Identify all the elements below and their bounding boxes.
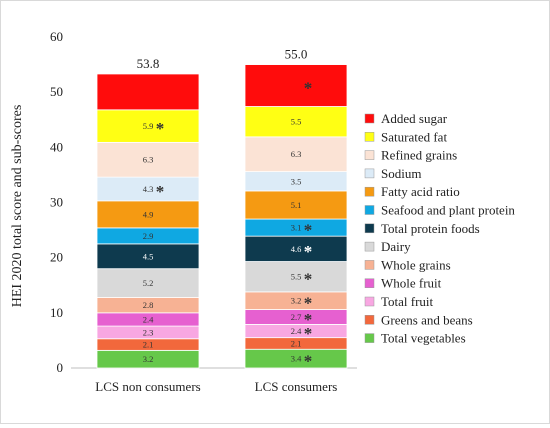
significance-star: *: [304, 270, 313, 289]
data-label: 5.9: [143, 121, 154, 131]
legend-label-refined-grains: Refined grains: [381, 148, 457, 163]
bar-total-label: 55.0: [285, 47, 308, 62]
legend-swatch-whole-grains: [364, 260, 375, 270]
y-tick-label: 60: [50, 29, 63, 44]
data-label: 2.1: [143, 340, 154, 350]
bar-segment-refined-grains: [96, 141, 200, 178]
legend-label-whole-grains: Whole grains: [381, 257, 451, 272]
y-axis-label: HEI 2020 total score and sub-scores: [10, 105, 25, 308]
bar-segment-total-protein-foods: [244, 235, 348, 262]
legend-swatch-total-vegetables: [364, 333, 375, 343]
significance-star: *: [304, 352, 313, 371]
data-label: 6.3: [143, 155, 154, 165]
legend-label-seafood-and-plant-protein: Seafood and plant protein: [381, 203, 515, 218]
y-tick-label: 20: [50, 250, 63, 265]
legend-label-fatty-acid-ratio: Fatty acid ratio: [381, 184, 460, 199]
bar-segment-refined-grains: [244, 136, 348, 173]
data-label: 2.9: [143, 231, 154, 241]
bar-total-label: 53.8: [137, 56, 160, 71]
significance-star: *: [156, 119, 165, 138]
legend-label-total-protein-foods: Total protein foods: [381, 221, 480, 236]
significance-star: *: [304, 242, 313, 261]
legend-swatch-added-sugar: [364, 113, 375, 124]
data-label: 2.7: [291, 312, 302, 322]
bar-segment-saturated-fat: [96, 109, 200, 143]
legend-label-total-fruit: Total fruit: [381, 294, 434, 309]
y-tick-label: 10: [50, 305, 63, 320]
bar-segment-added-sugar: [244, 64, 348, 107]
data-label: 3.4: [291, 354, 302, 364]
x-category-label: LCS consumers: [255, 379, 338, 394]
legend-swatch-saturated-fat: [364, 132, 375, 142]
bar-segment-fatty-acid-ratio: [244, 190, 348, 220]
data-label: 2.1: [291, 338, 302, 348]
bar-layer: [96, 64, 348, 369]
data-label: 5.5: [291, 117, 302, 127]
data-label: 2.4: [291, 326, 302, 336]
label-layer: 3.22.12.32.42.85.24.52.94.94.3 *6.35.9 *53…: [137, 47, 313, 371]
data-label: 3.1: [291, 223, 302, 233]
y-tick-label: 50: [50, 84, 63, 99]
legend-swatch-total-fruit: [364, 296, 375, 307]
data-label: 4.9: [143, 209, 154, 219]
data-label: 4.6: [291, 244, 302, 254]
data-label: 2.3: [143, 327, 154, 337]
bar-segment-fatty-acid-ratio: [96, 200, 200, 229]
x-category-label: LCS non consumers: [95, 379, 200, 394]
data-label: 3.5: [291, 176, 302, 186]
legend-swatch-whole-fruit: [364, 278, 375, 288]
legend: Added sugar Saturated fat Refined grains So…: [364, 111, 515, 346]
legend-label-sodium: Sodium: [381, 166, 421, 181]
legend-label-whole-fruit: Whole fruit: [381, 276, 442, 291]
significance-star: *: [304, 221, 313, 240]
significance-star: *: [304, 310, 313, 329]
legend-swatch-sodium: [364, 168, 375, 179]
legend-swatch-greens-and-beans: [364, 315, 375, 325]
legend-swatch-dairy: [364, 241, 375, 252]
significance-star: *: [156, 182, 165, 201]
legend-label-added-sugar: Added sugar: [381, 111, 448, 126]
data-label: 5.1: [291, 200, 302, 210]
y-tick-label: 0: [57, 360, 64, 375]
legend-swatch-fatty-acid-ratio: [364, 186, 375, 197]
bar-segment-added-sugar: [96, 73, 200, 111]
data-label: 6.3: [291, 149, 302, 159]
data-label: 3.2: [143, 354, 154, 364]
legend-label-total-vegetables: Total vegetables: [381, 331, 466, 346]
y-tick-label: 40: [50, 139, 63, 154]
data-label: 4.5: [143, 251, 154, 261]
legend-swatch-seafood-and-plant-protein: [364, 205, 375, 215]
significance-star: *: [304, 294, 313, 313]
data-label: 2.8: [143, 300, 154, 310]
y-tick-label: 30: [50, 195, 63, 210]
data-label: 5.5: [291, 272, 302, 282]
legend-label-dairy: Dairy: [381, 239, 411, 254]
legend-label-greens-and-beans: Greens and beans: [381, 312, 473, 327]
legend-swatch-total-protein-foods: [364, 223, 375, 234]
significance-star: *: [304, 79, 313, 98]
axis-layer: 0 10 20 30 40 50 60 LCS non consumers LCS consum…: [50, 29, 357, 394]
data-label: 3.2: [291, 296, 302, 306]
bar-segment-dairy: [244, 261, 348, 293]
significance-star: *: [304, 324, 313, 343]
data-label: 2.4: [143, 314, 154, 324]
legend-label-saturated-fat: Saturated fat: [381, 129, 447, 144]
bar-segment-dairy: [96, 268, 200, 298]
legend-swatch-refined-grains: [364, 150, 375, 160]
bar-segment-saturated-fat: [244, 106, 348, 138]
data-label: 5.2: [143, 278, 154, 288]
data-label: 4.3: [143, 184, 154, 194]
